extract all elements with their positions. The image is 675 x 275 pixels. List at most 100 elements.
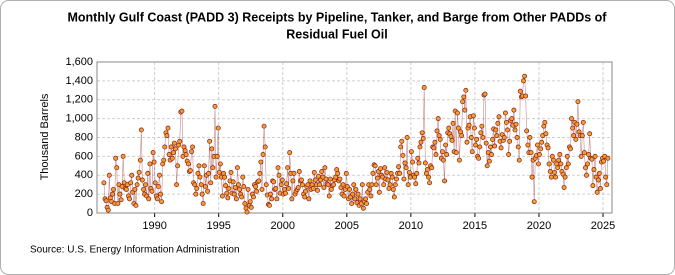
data-point [557,152,563,157]
data-point [575,99,581,105]
data-point [527,135,533,140]
data-point [565,161,571,167]
data-point [513,121,519,127]
data-point [471,125,477,131]
data-point [415,155,421,161]
data-point [455,125,461,131]
data-point [228,169,234,175]
data-point [406,169,412,175]
data-point [248,204,254,210]
data-point [291,170,297,176]
data-point [364,201,369,207]
data-point [484,163,490,169]
data-point [534,142,540,148]
data-point [271,179,277,185]
data-point [578,153,584,159]
data-point [521,78,526,84]
data-point [287,150,293,156]
data-point [583,165,588,171]
data-point [419,130,425,136]
data-point [412,174,418,180]
data-point [143,182,149,188]
data-point [171,140,177,146]
y-tick-label: 400 [75,169,93,181]
data-point [260,152,266,157]
data-point [443,142,449,148]
y-tick-label: 600 [75,150,93,162]
data-point [159,199,165,205]
data-point [464,139,470,145]
data-point [105,207,111,213]
data-point [537,152,542,157]
data-point [212,103,218,109]
data-point [263,182,269,188]
data-point [547,169,553,174]
data-point [285,165,291,171]
data-point [165,125,171,131]
data-point [511,107,517,113]
data-point [129,172,135,178]
data-point [450,120,456,126]
data-point [424,167,430,173]
data-point [529,174,535,180]
data-point [384,169,390,175]
data-point [539,139,545,145]
data-point [198,182,204,188]
data-point [555,165,561,171]
data-point [584,172,589,178]
data-point [523,93,529,99]
data-point [570,125,576,131]
data-point [158,191,163,197]
data-point [494,133,500,139]
data-point [427,180,433,186]
data-point [245,186,251,192]
data-point [273,186,279,191]
data-point [392,182,398,188]
data-point [492,143,498,149]
data-point [462,107,468,113]
data-point [237,186,243,192]
data-point [543,131,549,137]
data-point [134,182,140,188]
data-point [311,169,317,175]
data-point [402,160,408,166]
data-point [213,174,219,180]
data-point [562,174,568,180]
data-point [574,121,580,127]
data-point [266,202,272,208]
data-point [439,149,445,155]
data-point [189,149,194,155]
data-point [290,178,296,184]
data-point [548,174,554,180]
data-point [454,110,460,116]
data-point [373,182,379,188]
data-point [498,145,504,151]
data-point [357,196,363,202]
data-point [397,170,403,176]
data-point [300,182,305,188]
data-point [435,116,441,122]
data-point [261,123,267,129]
data-point [495,120,501,126]
data-point [187,168,193,173]
data-point [319,169,325,174]
x-tick-label: 2020 [527,220,551,232]
data-point [501,135,507,140]
data-point [478,130,484,136]
data-point [224,190,230,196]
data-point [145,170,151,176]
data-point [408,149,414,155]
data-point [197,174,203,180]
data-point [558,161,564,167]
data-point [151,159,157,165]
data-point [403,165,409,171]
data-point [183,152,189,157]
data-point [123,186,129,192]
data-point [127,196,132,202]
data-point [410,159,415,165]
data-point [488,152,494,157]
data-point [382,165,388,171]
data-point [323,176,329,182]
data-point [114,165,120,171]
data-point [581,150,587,156]
